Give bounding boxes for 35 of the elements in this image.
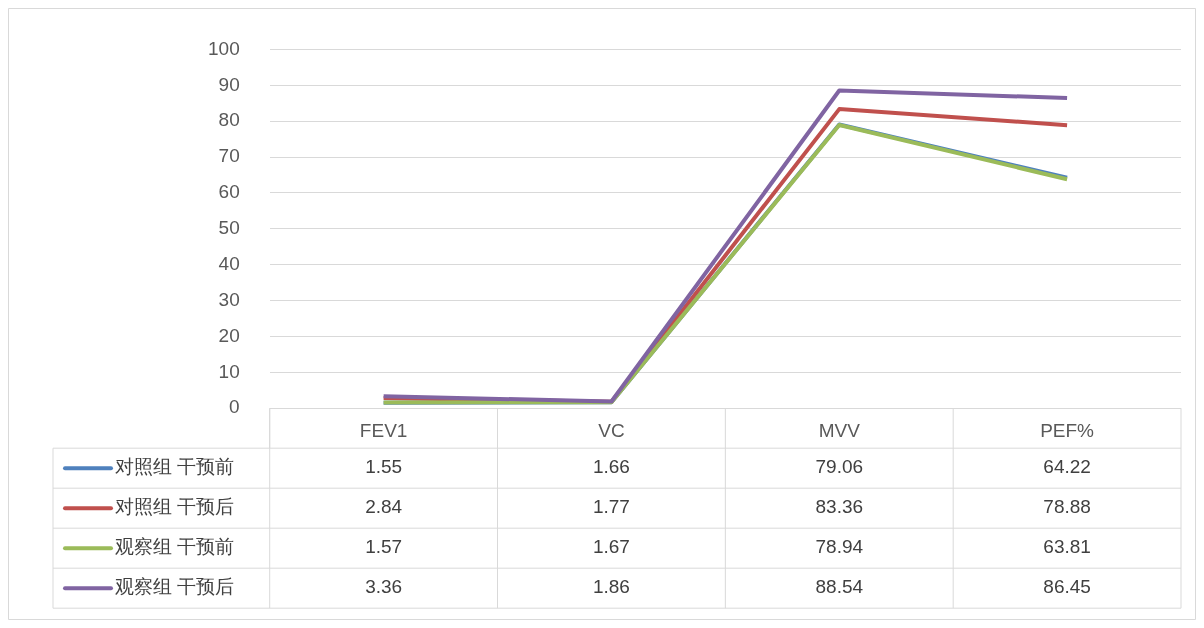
- y-tick-label: 30: [218, 288, 240, 310]
- x-tick-label: VC: [598, 419, 625, 441]
- data-label: 78.88: [1043, 496, 1091, 518]
- y-tick-label: 80: [218, 109, 240, 131]
- data-label: 1.67: [592, 536, 630, 558]
- data-label: 1.55: [365, 456, 403, 478]
- y-tick-label: 100: [208, 37, 240, 59]
- y-tick-label: 60: [218, 181, 240, 203]
- data-label: 1.66: [592, 456, 630, 478]
- data-label: 79.06: [815, 456, 864, 478]
- x-tick-label: FEV1: [359, 419, 408, 441]
- legend-label: 观察组 干预前: [115, 536, 235, 558]
- data-label: 1.57: [365, 536, 403, 558]
- legend-label: 对照组 干预后: [115, 496, 235, 518]
- legend-label: 观察组 干预后: [115, 576, 235, 598]
- data-label: 78.94: [815, 536, 864, 558]
- x-tick-label: MVV: [818, 419, 861, 441]
- data-label: 88.54: [815, 576, 864, 598]
- y-tick-label: 20: [218, 324, 240, 346]
- y-tick-label: 0: [229, 396, 240, 418]
- y-tick-label: 90: [218, 73, 240, 95]
- y-tick-label: 10: [218, 360, 240, 382]
- data-label: 1.86: [592, 576, 630, 598]
- y-tick-label: 50: [218, 217, 240, 239]
- data-label: 2.84: [365, 496, 403, 518]
- data-label: 63.81: [1043, 536, 1091, 558]
- data-label: 83.36: [815, 496, 864, 518]
- data-label: 3.36: [365, 576, 403, 598]
- y-tick-label: 70: [218, 145, 240, 167]
- data-label: 86.45: [1043, 576, 1091, 598]
- x-tick-label: PEF%: [1040, 419, 1095, 441]
- data-label: 64.22: [1043, 456, 1091, 478]
- data-label: 1.77: [592, 496, 630, 518]
- y-tick-label: 40: [218, 252, 240, 274]
- legend-label: 对照组 干预前: [115, 456, 235, 478]
